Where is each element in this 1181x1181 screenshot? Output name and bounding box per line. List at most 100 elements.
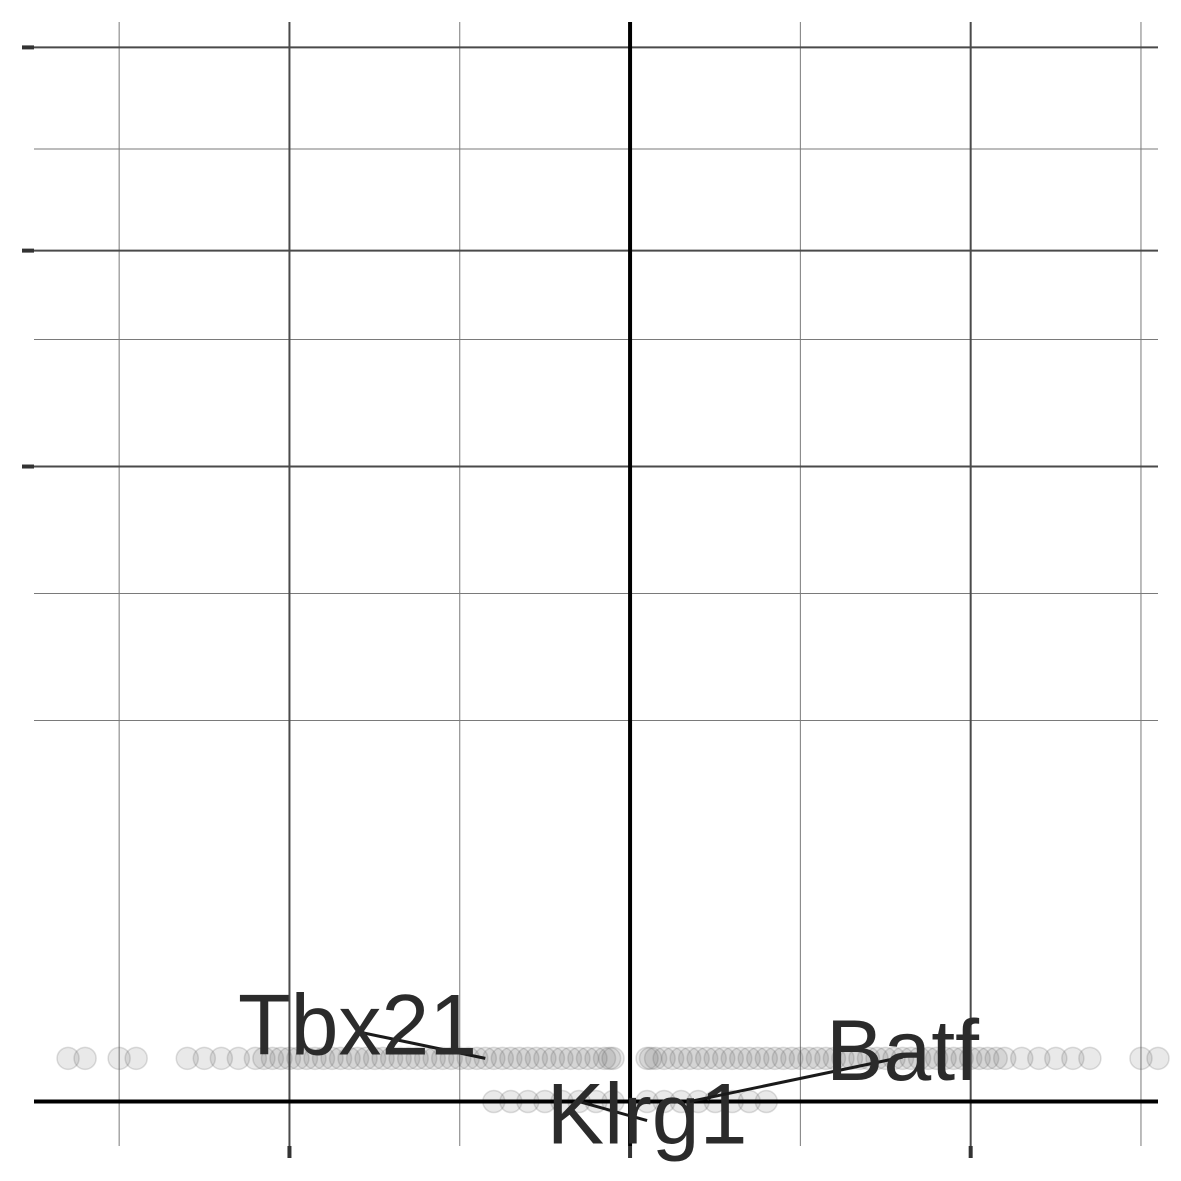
leader-line xyxy=(578,1100,648,1123)
minor-gridlines xyxy=(34,22,1158,1146)
data-point xyxy=(294,1046,319,1071)
data-point xyxy=(558,1046,583,1071)
data-point xyxy=(1010,1046,1034,1071)
data-point xyxy=(597,1046,622,1071)
data-point xyxy=(805,1046,830,1071)
data-point xyxy=(814,1046,838,1071)
data-point xyxy=(822,1046,847,1071)
data-point xyxy=(771,1046,796,1071)
data-point xyxy=(354,1046,378,1071)
gene-label-batf: Batf xyxy=(826,1003,980,1099)
gene-labels: Tbx21 Klrg1 Batf xyxy=(238,977,980,1162)
data-point xyxy=(320,1046,344,1071)
data-point xyxy=(754,1046,779,1071)
data-point xyxy=(362,1046,387,1071)
data-point xyxy=(746,1046,770,1071)
data-point xyxy=(252,1046,276,1071)
data-point xyxy=(780,1046,804,1071)
data-point xyxy=(984,1046,1008,1071)
data-point xyxy=(226,1046,251,1071)
data-point xyxy=(490,1046,515,1071)
data-point xyxy=(924,1046,949,1071)
data-point xyxy=(1146,1046,1170,1071)
data-point xyxy=(533,1046,557,1071)
data-point xyxy=(371,1046,395,1071)
data-point xyxy=(567,1046,591,1071)
data-point xyxy=(638,1046,663,1071)
data-point xyxy=(711,1046,736,1071)
data-point xyxy=(73,1046,97,1071)
data-point xyxy=(686,1046,710,1071)
data-point xyxy=(1061,1046,1085,1071)
data-point xyxy=(669,1046,693,1071)
data-point xyxy=(499,1046,523,1071)
data-point xyxy=(635,1046,659,1071)
data-point xyxy=(958,1046,983,1071)
data-point xyxy=(575,1046,600,1071)
data-point xyxy=(950,1046,974,1071)
data-point xyxy=(107,1046,131,1071)
data-point xyxy=(388,1046,412,1071)
data-point xyxy=(465,1046,489,1071)
data-point xyxy=(584,1046,608,1071)
data-point xyxy=(550,1046,574,1071)
data-point xyxy=(839,1046,864,1071)
data-point xyxy=(209,1046,234,1071)
data-point xyxy=(1044,1046,1068,1071)
leader-line xyxy=(357,1030,486,1060)
axis-ticks xyxy=(22,45,973,1158)
data-point xyxy=(303,1046,327,1071)
data-point xyxy=(660,1046,685,1071)
data-point xyxy=(916,1046,940,1071)
data-point xyxy=(286,1046,310,1071)
data-point xyxy=(1027,1046,1051,1071)
gene-label-klrg1: Klrg1 xyxy=(547,1066,748,1162)
data-point xyxy=(933,1046,957,1071)
data-point xyxy=(737,1046,762,1071)
data-point xyxy=(694,1046,719,1071)
data-point xyxy=(992,1046,1017,1071)
data-point xyxy=(260,1046,285,1071)
data-point xyxy=(175,1046,200,1071)
zero-lines xyxy=(34,22,1158,1146)
data-point xyxy=(788,1046,813,1071)
data-point xyxy=(56,1046,80,1071)
data-point xyxy=(430,1046,455,1071)
data-point xyxy=(396,1046,421,1071)
data-point xyxy=(1078,1046,1102,1071)
data-point xyxy=(328,1046,353,1071)
data-point xyxy=(345,1046,370,1071)
data-point xyxy=(643,1046,668,1071)
data-point xyxy=(124,1046,148,1071)
data-point xyxy=(677,1046,702,1071)
data-point xyxy=(763,1046,787,1071)
data-point xyxy=(337,1046,361,1071)
data-point xyxy=(967,1046,991,1071)
data-point xyxy=(269,1046,293,1071)
data-point xyxy=(703,1046,727,1071)
major-gridlines xyxy=(34,22,1158,1146)
data-point xyxy=(311,1046,336,1071)
data-point xyxy=(1129,1046,1153,1071)
data-points xyxy=(56,1046,1170,1114)
data-point xyxy=(975,1046,1000,1071)
data-point xyxy=(941,1046,966,1071)
data-point xyxy=(243,1046,268,1071)
data-point xyxy=(907,1046,932,1071)
data-point xyxy=(507,1046,532,1071)
data-point xyxy=(192,1046,217,1071)
data-point xyxy=(601,1046,625,1071)
leader-line xyxy=(689,1055,903,1104)
data-point xyxy=(516,1046,540,1071)
gene-label-tbx21: Tbx21 xyxy=(238,977,477,1073)
data-point xyxy=(592,1046,617,1071)
data-point xyxy=(720,1046,744,1071)
data-point xyxy=(729,1046,753,1071)
data-point xyxy=(797,1046,821,1071)
data-point xyxy=(277,1046,302,1071)
data-point xyxy=(405,1046,429,1071)
data-point xyxy=(379,1046,404,1071)
data-point xyxy=(541,1046,566,1071)
data-point xyxy=(524,1046,549,1071)
